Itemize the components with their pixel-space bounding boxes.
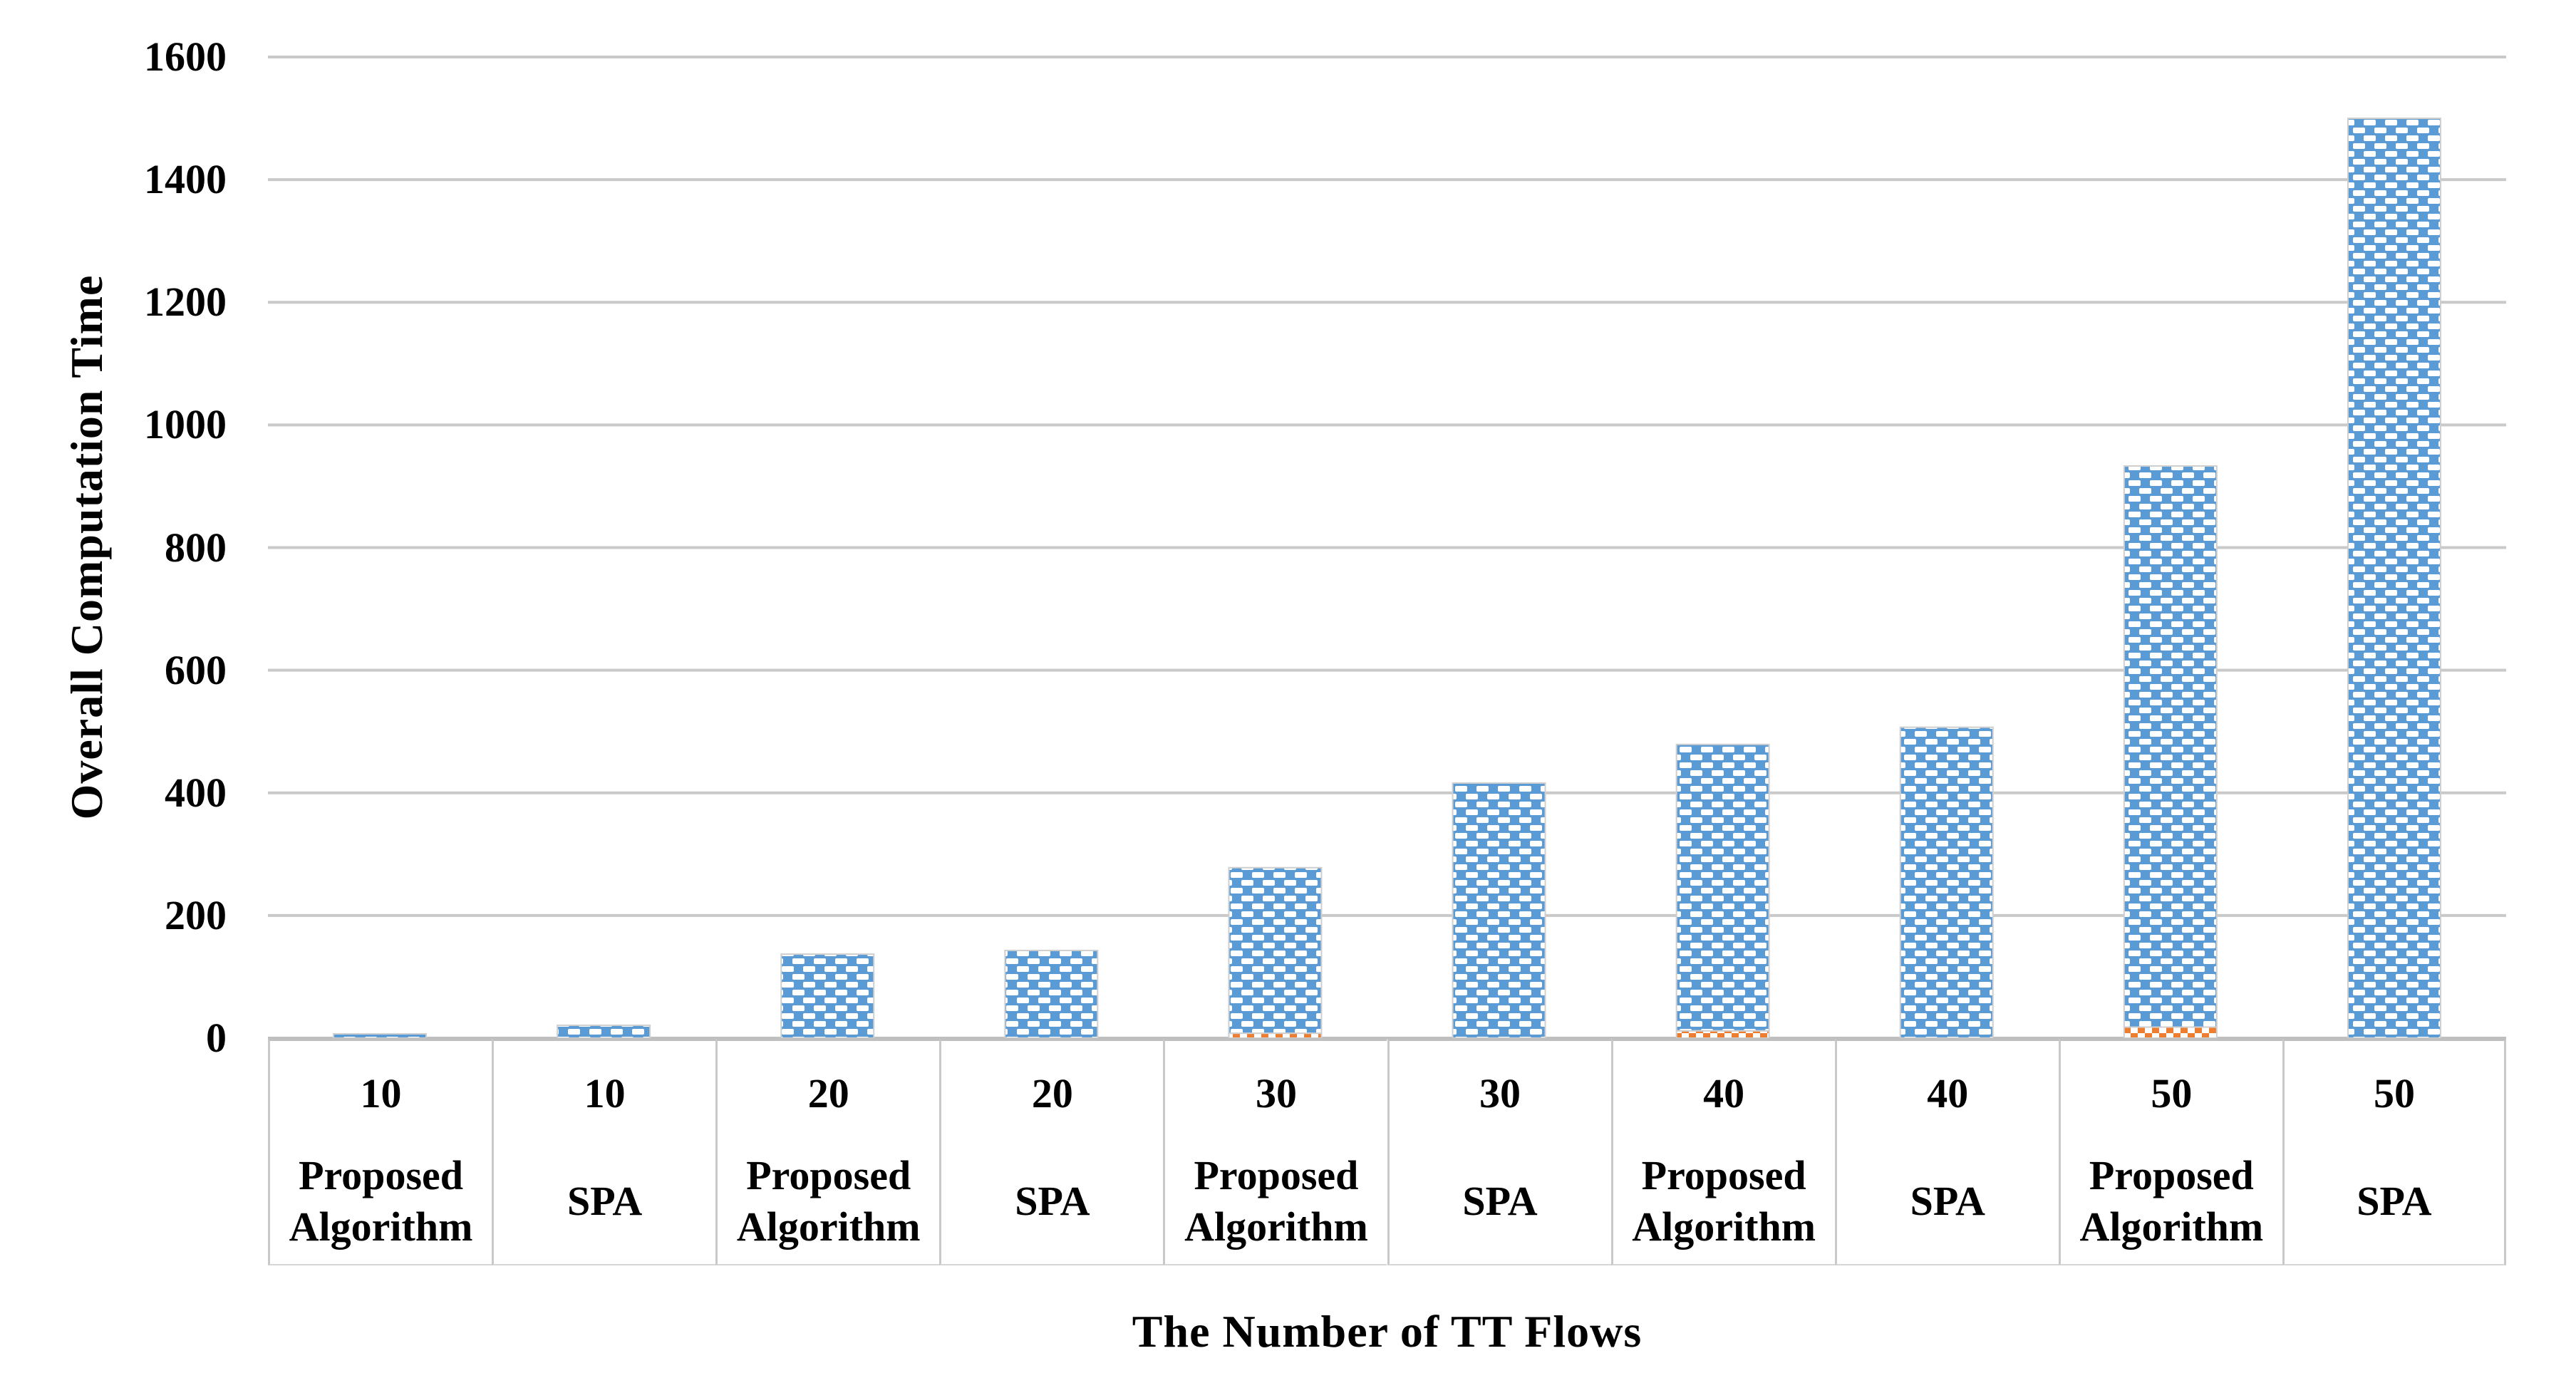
bar-segment-blue — [1675, 743, 1770, 1032]
category-algorithm-label: Proposed Algorithm — [2079, 1151, 2264, 1250]
bar-segment-blue — [2123, 465, 2218, 1028]
category-flow-count: 50 — [2151, 1069, 2193, 1117]
category-cell: 50 Proposed Algorithm — [2058, 1038, 2282, 1265]
bars — [333, 118, 2441, 1040]
category-algorithm-label: Proposed Algorithm — [289, 1151, 473, 1250]
y-tick-label: 0 — [206, 1015, 227, 1061]
bar-segment-blue — [1228, 866, 1323, 1035]
category-flow-count: 40 — [1703, 1069, 1745, 1117]
y-tick-label: 1200 — [144, 279, 227, 326]
category-cell: 10 Proposed Algorithm — [268, 1038, 492, 1265]
category-cell: 20 Proposed Algorithm — [715, 1038, 940, 1265]
category-cell: 50 SPA — [2282, 1038, 2506, 1265]
category-cell: 40 SPA — [1834, 1038, 2059, 1265]
bar-segment-blue — [780, 953, 875, 1039]
category-cell: 30 SPA — [1387, 1038, 1611, 1265]
category-flow-count: 10 — [584, 1069, 626, 1117]
category-algorithm-label: Proposed Algorithm — [1184, 1151, 1368, 1250]
bar-segment-blue — [2347, 118, 2441, 1039]
category-flow-count: 20 — [807, 1069, 849, 1117]
y-tick-label: 1400 — [144, 156, 227, 203]
category-algorithm-label: Proposed Algorithm — [736, 1151, 921, 1250]
y-tick-label: 200 — [165, 891, 227, 938]
category-algorithm-label: SPA — [1462, 1177, 1538, 1224]
category-cell: 40 Proposed Algorithm — [1610, 1038, 1835, 1265]
category-flow-count: 50 — [2373, 1069, 2415, 1117]
category-flow-count: 10 — [360, 1069, 402, 1117]
category-cell: 10 SPA — [492, 1038, 716, 1265]
y-tick-label: 1000 — [144, 401, 227, 448]
category-cell: 20 SPA — [939, 1038, 1164, 1265]
bar-segment-orange — [1228, 1032, 1323, 1039]
category-algorithm-label: SPA — [1015, 1177, 1090, 1224]
bar-segment-blue — [1004, 949, 1099, 1040]
bar-segment-blue — [1452, 782, 1546, 1039]
category-flow-count: 30 — [1255, 1069, 1297, 1117]
bar-segment-blue — [1899, 726, 1994, 1040]
bar-segment-blue — [557, 1024, 651, 1040]
bar-segment-orange — [2123, 1026, 2218, 1040]
gridlines — [268, 56, 2506, 1040]
category-algorithm-label: Proposed Algorithm — [1632, 1151, 1816, 1250]
bar-segment-blue — [333, 1032, 428, 1039]
y-tick-label: 1600 — [144, 33, 227, 80]
category-algorithm-label: SPA — [567, 1177, 643, 1224]
y-tick-label: 600 — [165, 646, 227, 693]
y-tick-label: 400 — [165, 769, 227, 816]
y-tick-label: 800 — [165, 524, 227, 571]
category-algorithm-label: SPA — [2357, 1177, 2432, 1224]
category-flow-count: 40 — [1927, 1069, 1969, 1117]
category-algorithm-label: SPA — [1910, 1177, 1985, 1224]
category-flow-count: 20 — [1031, 1069, 1073, 1117]
category-flow-count: 30 — [1479, 1069, 1521, 1117]
category-cell: 30 Proposed Algorithm — [1163, 1038, 1387, 1265]
x-axis-title: The Number of TT Flows — [1132, 1306, 1643, 1357]
bar-segment-orange — [1675, 1030, 1770, 1039]
